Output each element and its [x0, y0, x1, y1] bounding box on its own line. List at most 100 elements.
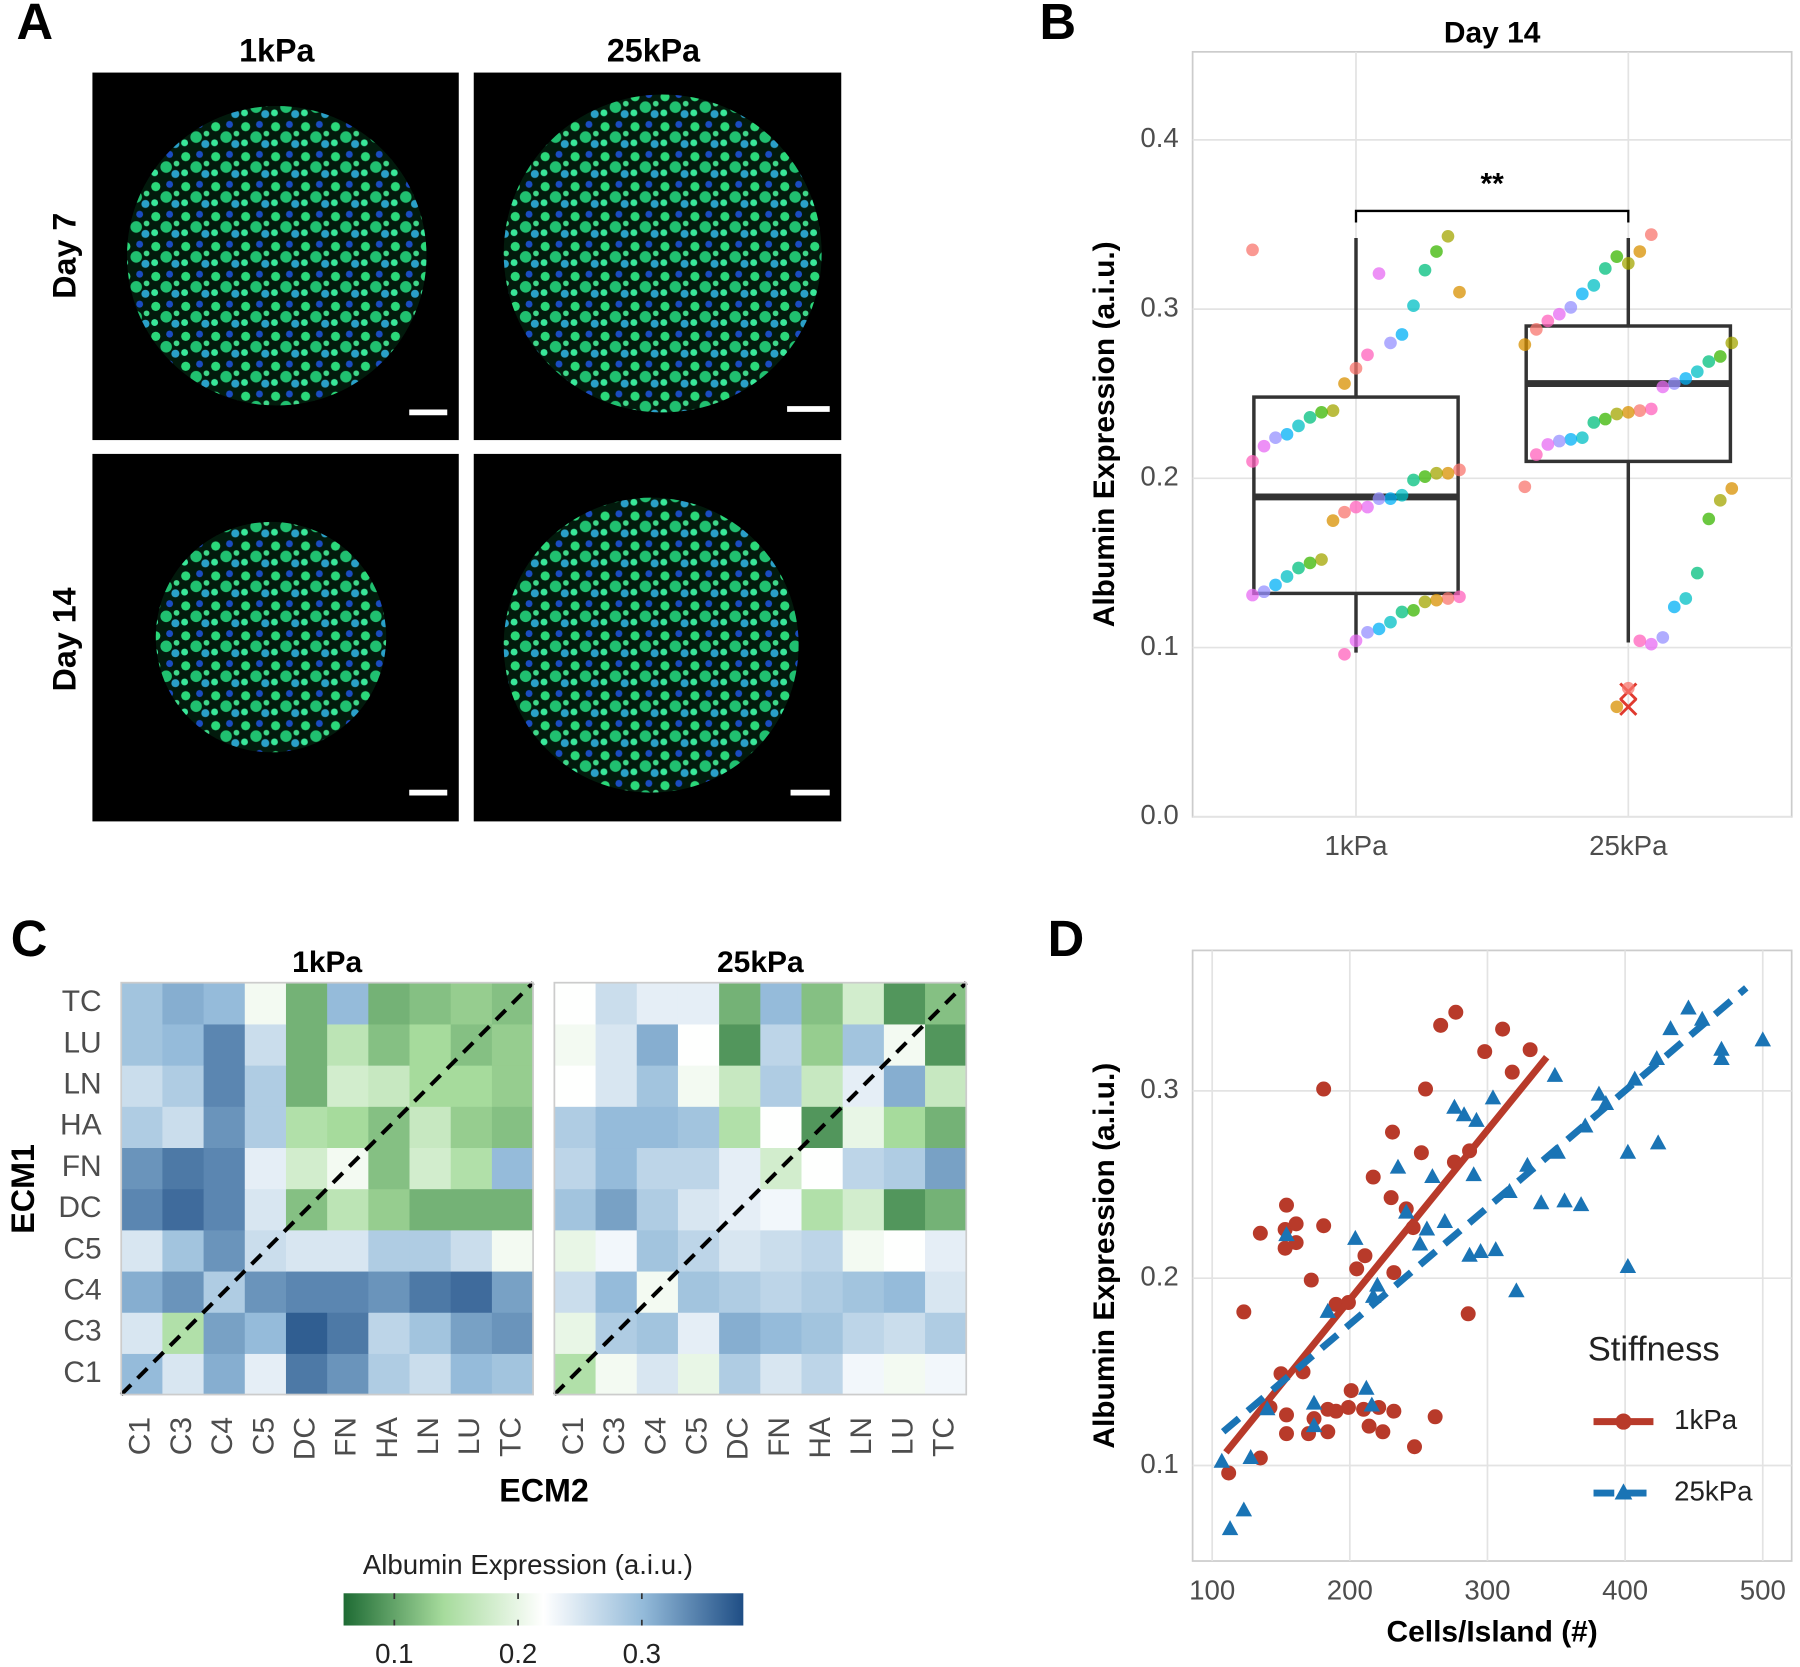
heatmap-cell	[491, 1065, 534, 1107]
heatmap-cell	[719, 1065, 761, 1107]
heatmap-cell	[554, 1065, 597, 1107]
data-point	[1365, 1169, 1381, 1185]
heatmap-cell	[162, 1353, 205, 1396]
heatmap-cell	[409, 1147, 452, 1190]
heatmap-cell	[244, 1270, 287, 1313]
data-point	[1246, 243, 1259, 257]
data-point	[1430, 466, 1443, 480]
heatmap-cell	[368, 1023, 411, 1066]
heatmap-cell	[801, 1188, 844, 1231]
data-point	[1461, 1246, 1478, 1262]
data-point	[1319, 1302, 1337, 1318]
heatmap-cell	[203, 1065, 246, 1107]
heatmap-cell	[595, 1147, 638, 1190]
data-point	[1460, 1306, 1476, 1322]
heatmap-cell	[244, 1312, 287, 1354]
data-point	[1315, 405, 1328, 419]
x-tick-label: C3	[165, 1417, 198, 1455]
heatmap-cell	[801, 1229, 844, 1272]
heatmap-cell	[801, 1147, 844, 1190]
heatmap-cell	[203, 1353, 246, 1396]
data-point	[1369, 1276, 1386, 1292]
heatmap-cell	[450, 1147, 493, 1190]
data-point	[1279, 1407, 1294, 1423]
spheroid	[503, 497, 799, 793]
heatmap-cell	[719, 1147, 761, 1190]
heatmap-cell	[450, 1229, 493, 1272]
data-point	[1407, 1439, 1423, 1455]
data-point	[1338, 377, 1351, 390]
heatmap-cell	[203, 1147, 246, 1190]
heatmap-cell	[554, 1312, 597, 1354]
heatmap-cell	[327, 1106, 369, 1149]
data-point	[1418, 470, 1432, 483]
heatmap-cell	[554, 1229, 597, 1272]
data-point	[1633, 404, 1647, 417]
heatmap-cell	[554, 1147, 597, 1190]
data-point	[1508, 1282, 1525, 1298]
data-point	[1326, 514, 1340, 527]
heatmap-cell	[677, 1353, 720, 1396]
data-point	[1649, 1134, 1667, 1150]
data-point	[1529, 448, 1543, 461]
data-point	[1572, 1196, 1590, 1212]
data-point	[1518, 480, 1532, 494]
x-tick-label: 400	[1602, 1574, 1648, 1605]
data-point	[1418, 1220, 1436, 1236]
data-point	[1303, 556, 1317, 570]
data-point	[1713, 1040, 1730, 1056]
heatmap-cell	[842, 1353, 885, 1396]
data-point	[1598, 412, 1612, 426]
x-tick-label: LN	[412, 1417, 445, 1455]
data-point	[1280, 427, 1294, 441]
data-point	[1424, 1168, 1441, 1184]
heatmap-cell	[636, 982, 679, 1025]
data-point	[1495, 1021, 1511, 1037]
heatmap-cell	[554, 1270, 597, 1313]
data-point	[1644, 402, 1658, 416]
heatmap-cell	[883, 1065, 926, 1107]
heatmap-cell	[801, 1353, 844, 1396]
panel-label: A	[17, 0, 54, 50]
heatmap-cell	[883, 1147, 926, 1190]
heatmap-cell	[162, 1065, 205, 1107]
x-tick-label: FN	[330, 1417, 363, 1457]
heatmap-cell	[719, 1106, 761, 1149]
data-point	[1305, 1417, 1323, 1433]
data-point	[1411, 1235, 1429, 1251]
heatmap-cell	[450, 1106, 493, 1149]
y-tick-label: C5	[63, 1232, 101, 1265]
heatmap-cell	[595, 1312, 638, 1354]
data-point	[1644, 637, 1658, 651]
data-point	[1648, 1050, 1666, 1066]
x-tick-label: LU	[453, 1417, 486, 1455]
heatmap-cell	[285, 982, 328, 1025]
image-panel: 1kPa 25kPa Day 7 Day 14	[47, 33, 842, 822]
heatmap-cell	[121, 1147, 163, 1190]
data-point	[1407, 603, 1420, 617]
data-point	[1504, 1064, 1520, 1080]
heatmap-cell	[285, 1312, 328, 1354]
heatmap-cell	[244, 1106, 287, 1149]
heatmap-cell	[925, 1106, 967, 1149]
data-point	[1372, 267, 1386, 280]
outlier	[1619, 697, 1638, 716]
data-point	[1690, 365, 1704, 379]
data-point	[1441, 592, 1455, 605]
heatmap-cell	[368, 1353, 411, 1396]
data-point	[1713, 493, 1727, 507]
heatmap-cell	[677, 1229, 720, 1272]
data-point	[1713, 1050, 1730, 1066]
heatmap-cell	[677, 1106, 720, 1149]
heatmap-cell	[491, 1353, 534, 1396]
data-point	[1384, 615, 1397, 629]
legend-label: 25kPa	[1674, 1475, 1753, 1506]
heatmap-cell	[595, 1065, 638, 1107]
legend-label: 1kPa	[1674, 1404, 1738, 1435]
heatmap-cell	[760, 1065, 803, 1107]
heatmap-cell	[285, 1147, 328, 1190]
heatmap-cell	[842, 982, 885, 1025]
data-point	[1552, 434, 1566, 448]
data-point	[1436, 1213, 1454, 1228]
y-tick-label: HA	[60, 1109, 102, 1142]
